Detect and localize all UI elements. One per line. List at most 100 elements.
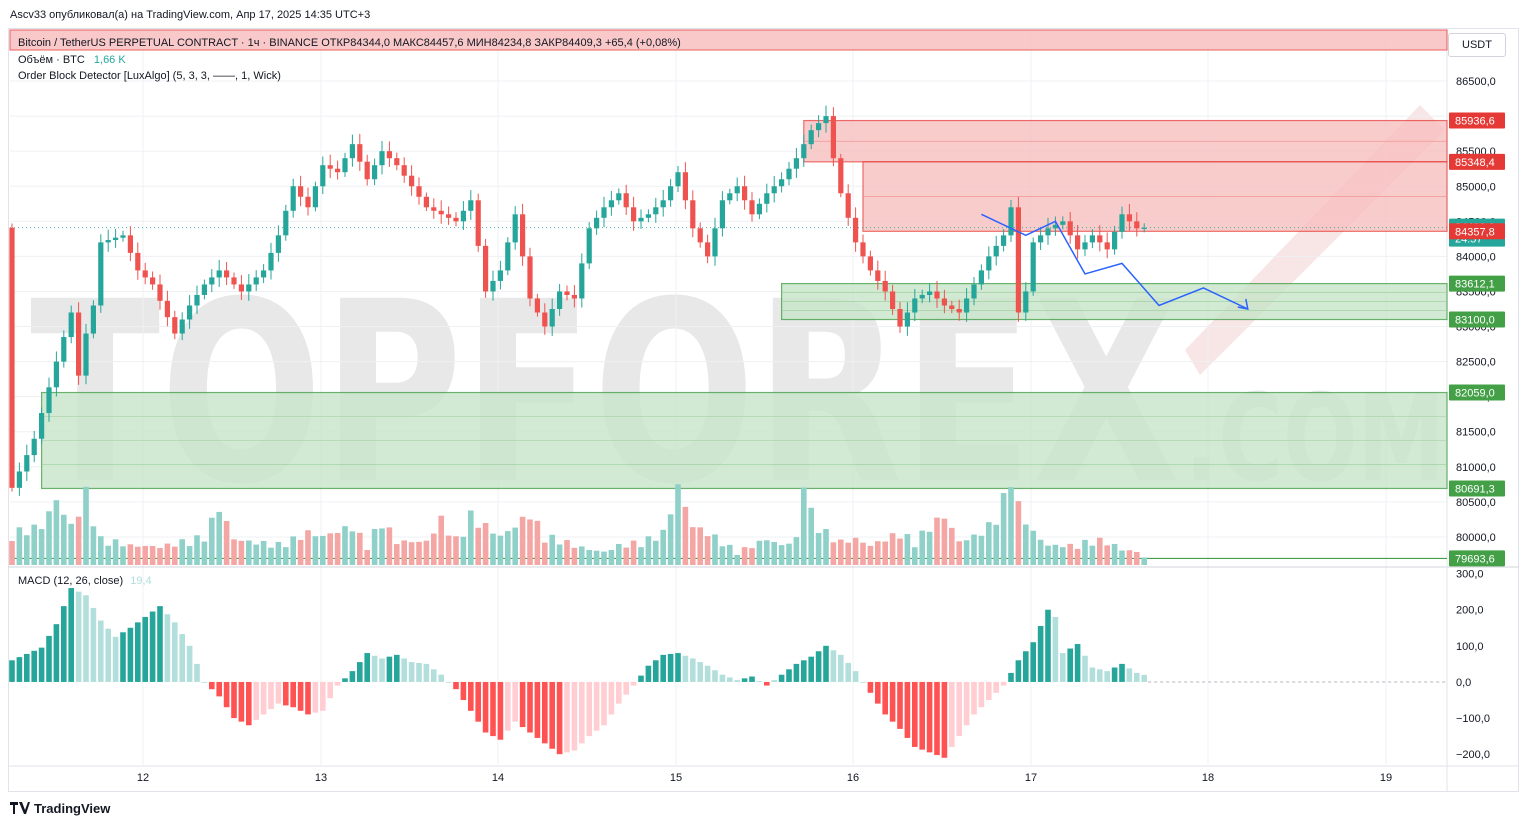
candle-body (201, 284, 207, 295)
candle-body (268, 252, 274, 271)
volume-bar (46, 511, 52, 565)
macd-bar (778, 674, 785, 682)
indicator-legend[interactable]: Order Block Detector [LuxAlgo] (5, 3, 3,… (18, 70, 281, 82)
candle-body (90, 305, 96, 334)
candle-body (39, 413, 45, 439)
candle-body (653, 207, 659, 215)
macd-bar (1067, 648, 1073, 682)
volume-bar (727, 544, 733, 565)
volume-bar (364, 550, 370, 565)
candle-body (327, 165, 333, 169)
candle-body (631, 207, 637, 222)
macd-bar (875, 681, 881, 704)
macd-bar (216, 681, 222, 697)
volume-legend[interactable]: Объём · BTC 1,66 K (18, 54, 126, 66)
macd-legend[interactable]: MACD (12, 26, close) 19,4 (18, 575, 152, 587)
volume-bar (135, 546, 141, 565)
candle-body (120, 235, 126, 238)
candle-body (416, 186, 422, 197)
volume-bar (201, 541, 208, 565)
macd-bar (823, 645, 829, 682)
macd-bar (1126, 668, 1133, 682)
candle-body (1104, 242, 1110, 250)
macd-bar (697, 662, 703, 682)
candle-body (579, 263, 585, 299)
candle-body (1089, 235, 1095, 243)
candle-body (801, 144, 807, 159)
candle-body (608, 200, 614, 208)
macd-bar (934, 681, 940, 756)
candle-body (1038, 235, 1044, 243)
symbol-legend[interactable]: Bitcoin / TetherUS PERPETUAL CONTRACT · … (18, 37, 681, 49)
macd-bar (68, 588, 74, 682)
macd-bar (882, 681, 888, 715)
volume-bar (993, 524, 999, 565)
candle-body (645, 214, 651, 218)
candle-body (261, 270, 267, 278)
candle-body (46, 387, 52, 414)
tradingview-footer[interactable]: TradingView (10, 801, 110, 816)
macd-bar (445, 681, 452, 683)
macd-bar (1082, 655, 1088, 682)
volume-bar (1015, 501, 1022, 565)
candle-body (534, 298, 540, 313)
macd-bar (564, 681, 570, 753)
macd-bar (1060, 653, 1066, 682)
macd-bar (741, 678, 748, 682)
candle-body (68, 312, 74, 338)
candle-body (675, 172, 681, 187)
price-tick-label: 80500,0 (1456, 497, 1496, 509)
forecast-path (981, 213, 1249, 310)
currency-button[interactable]: USDT (1448, 33, 1506, 57)
volume-bar (186, 546, 193, 565)
volume-bar (690, 527, 696, 565)
candle-body (431, 207, 437, 211)
price-tag-label: 79693,6 (1455, 553, 1495, 565)
volume-bar (704, 536, 711, 565)
price-tag-label: 84357,8 (1455, 226, 1495, 238)
candle-body (601, 207, 607, 218)
volume-bar (601, 551, 607, 565)
candle-body (76, 312, 82, 376)
volume-bar (808, 507, 814, 565)
volume-bar (660, 529, 666, 565)
candle-body (253, 277, 259, 285)
candle-body (912, 298, 918, 313)
candle-body (542, 312, 548, 327)
volume-bar (1141, 557, 1147, 565)
macd-bar (327, 681, 333, 699)
volume-bar (371, 529, 378, 565)
legend-order-block-band (9, 29, 1448, 51)
candle-body (594, 217, 600, 229)
volume-bar (127, 544, 134, 565)
volume-bar (1126, 550, 1133, 565)
candle-body (475, 200, 481, 246)
candle-body (98, 242, 104, 306)
candle-body (756, 203, 762, 215)
volume-bar (815, 532, 822, 565)
macd-bar (756, 681, 763, 682)
volume-bar (120, 546, 126, 565)
candle-body (423, 196, 429, 208)
macd-bar (704, 665, 711, 682)
macd-bar (771, 680, 777, 682)
volume-bar (778, 545, 785, 565)
volume-bar (823, 529, 829, 565)
price-tick-label: 85000,0 (1456, 181, 1496, 193)
candle-body (468, 200, 474, 211)
macd-bar (660, 654, 666, 682)
volume-bar (734, 554, 740, 565)
volume-bar (904, 534, 911, 565)
volume-bar (98, 536, 104, 565)
volume-bar (83, 486, 89, 565)
volume-bar (845, 542, 851, 565)
volume-bar (527, 519, 533, 565)
volume-bar (1060, 547, 1066, 565)
candle-body (697, 228, 703, 243)
volume-bar (231, 539, 237, 565)
volume-bar (238, 540, 245, 565)
volume-bar (505, 531, 511, 565)
macd-tick-label: 300,0 (1456, 569, 1484, 581)
macd-bar (371, 655, 378, 682)
